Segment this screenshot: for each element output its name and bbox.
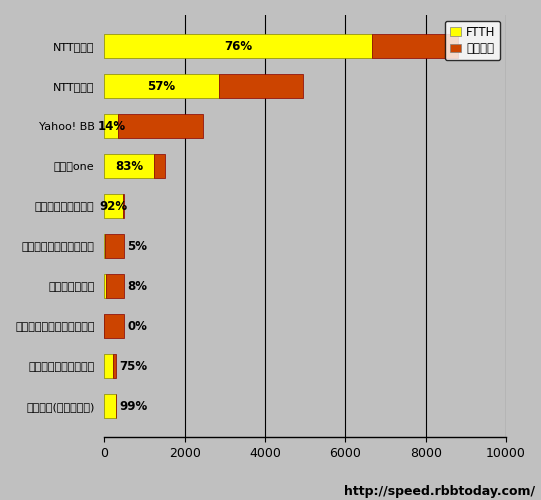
Text: 92%: 92% — [100, 200, 128, 212]
Bar — [113, 354, 116, 378]
Text: 5%: 5% — [128, 240, 148, 252]
Bar — [372, 34, 458, 58]
Bar — [104, 74, 219, 98]
Bar — [105, 234, 124, 258]
Bar — [104, 234, 105, 258]
Text: http://speed.rbbtoday.com/: http://speed.rbbtoday.com/ — [345, 484, 536, 498]
Text: 83%: 83% — [115, 160, 143, 172]
Text: 99%: 99% — [120, 400, 148, 412]
Bar — [154, 154, 164, 178]
Bar — [118, 114, 203, 138]
Text: 76%: 76% — [224, 40, 252, 52]
Bar — [123, 194, 124, 218]
Bar — [104, 394, 116, 418]
Text: 0%: 0% — [128, 320, 147, 332]
Bar — [104, 354, 113, 378]
Bar — [106, 274, 124, 298]
Bar — [104, 194, 123, 218]
Bar — [104, 154, 154, 178]
Text: 14%: 14% — [97, 120, 126, 132]
Bar — [219, 74, 303, 98]
Legend: FTTH, 他・不明: FTTH, 他・不明 — [445, 21, 500, 60]
Bar — [104, 34, 372, 58]
Text: 8%: 8% — [127, 280, 147, 292]
Bar — [104, 274, 106, 298]
Text: 57%: 57% — [147, 80, 175, 92]
Text: 75%: 75% — [120, 360, 148, 372]
Bar — [104, 114, 118, 138]
Bar — [104, 314, 124, 338]
